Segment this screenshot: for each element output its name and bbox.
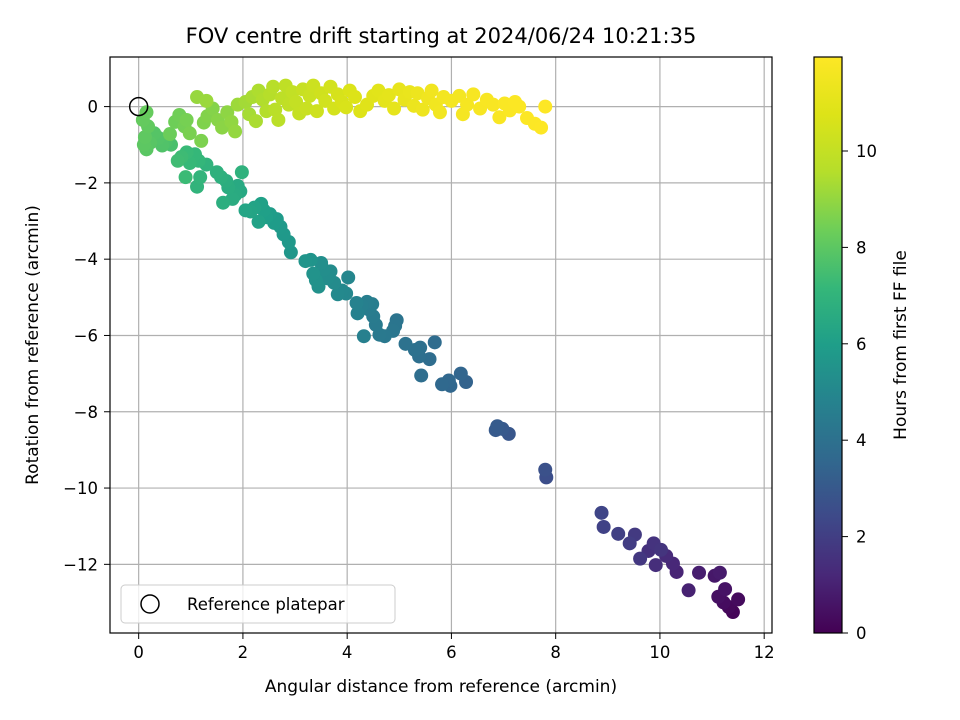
data-point	[512, 99, 527, 114]
data-point	[611, 526, 626, 541]
x-tick-label: 2	[238, 643, 249, 662]
legend: Reference platepar	[120, 584, 396, 624]
data-point	[248, 114, 263, 129]
data-point	[349, 296, 364, 311]
colorbar-tick-label: 0	[856, 624, 867, 643]
y-tick-label: −10	[63, 479, 98, 498]
y-tick-label: −8	[74, 403, 98, 422]
data-point	[330, 287, 345, 302]
data-point	[179, 112, 194, 127]
data-point	[718, 582, 733, 597]
data-point	[538, 462, 553, 477]
y-tick-label: −12	[63, 555, 98, 574]
chart-title: FOV centre drift starting at 2024/06/24 …	[186, 24, 697, 48]
data-points	[135, 78, 746, 620]
data-point	[170, 153, 185, 168]
data-point	[251, 214, 266, 229]
y-tick-label: −4	[74, 250, 98, 269]
x-tick-label: 8	[550, 643, 561, 662]
data-point	[432, 105, 447, 120]
data-point	[194, 133, 209, 148]
y-tick-label: −2	[74, 174, 98, 193]
data-point	[162, 127, 177, 142]
colorbar-tick-label: 4	[856, 431, 867, 450]
colorbar	[813, 56, 843, 634]
data-point	[731, 592, 746, 607]
legend-box	[120, 584, 396, 624]
data-point	[453, 366, 468, 381]
data-point	[427, 335, 442, 350]
data-point	[266, 79, 281, 94]
colorbar-tick-label: 2	[856, 528, 867, 547]
data-point	[398, 336, 413, 351]
data-point	[490, 419, 505, 434]
legend-label: Reference platepar	[187, 595, 345, 614]
y-tick-label: 0	[88, 98, 99, 117]
colorbar-tick-label: 8	[856, 238, 867, 257]
data-point	[692, 565, 707, 580]
data-point	[712, 565, 727, 580]
data-point	[414, 368, 429, 383]
data-point	[371, 83, 386, 98]
data-point	[594, 505, 609, 520]
data-point	[648, 558, 663, 573]
data-point	[182, 126, 197, 141]
data-point	[306, 266, 321, 281]
data-point	[410, 86, 425, 101]
x-tick-label: 0	[133, 643, 144, 662]
data-point	[460, 97, 475, 112]
data-point	[596, 519, 611, 534]
data-point	[209, 165, 224, 180]
colorbar-label: Hours from first FF file	[891, 250, 911, 440]
legend-marker	[140, 594, 160, 614]
data-point	[341, 270, 356, 285]
data-point	[387, 101, 402, 116]
data-point	[298, 254, 313, 269]
data-point	[347, 90, 362, 105]
data-point	[381, 88, 396, 103]
data-point	[534, 120, 549, 135]
x-tick-label: 12	[754, 643, 775, 662]
data-point	[289, 95, 304, 110]
data-point	[178, 170, 193, 185]
data-point	[199, 93, 214, 108]
colorbar-ticks: 0 2 4 6 8 10	[842, 142, 877, 643]
data-point	[653, 542, 668, 557]
data-point	[435, 377, 450, 392]
data-point	[492, 110, 507, 125]
data-point	[681, 583, 696, 598]
data-point	[137, 130, 152, 145]
data-point	[622, 536, 637, 551]
data-point	[193, 170, 208, 185]
y-axis-ticks: 0 −2 −4 −6 −8 −10 −12	[63, 98, 110, 574]
x-tick-label: 4	[342, 643, 353, 662]
reference-marker	[128, 96, 149, 117]
plot-frame	[109, 56, 773, 634]
x-axis-label: Angular distance from reference (arcmin)	[265, 677, 617, 697]
colorbar-tick-label: 6	[856, 335, 867, 354]
data-point	[415, 102, 430, 117]
data-point	[234, 165, 249, 180]
data-point	[339, 100, 354, 115]
data-point	[309, 104, 324, 119]
data-point	[424, 83, 439, 98]
data-point	[350, 306, 365, 321]
data-point	[356, 329, 371, 344]
y-tick-label: −6	[74, 326, 98, 345]
colorbar-tick-label: 10	[856, 142, 877, 161]
data-point	[466, 87, 481, 102]
x-tick-label: 10	[649, 643, 670, 662]
data-point	[216, 195, 231, 210]
y-axis-label: Rotation from reference (arcmin)	[23, 205, 43, 485]
data-point	[271, 112, 286, 127]
data-point	[633, 551, 648, 566]
data-point	[238, 203, 253, 218]
data-point	[486, 97, 501, 112]
data-point	[228, 124, 243, 139]
x-axis-ticks: 0 2 4 6 8 10 12	[133, 633, 775, 662]
x-tick-label: 6	[446, 643, 457, 662]
data-point	[538, 99, 553, 114]
